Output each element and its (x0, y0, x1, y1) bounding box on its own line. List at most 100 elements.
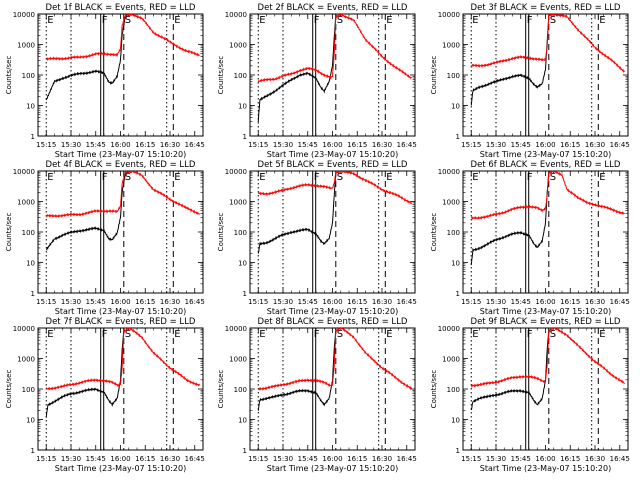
y-tick-label: 10000 (438, 11, 460, 19)
y-tick-label: 100 (22, 386, 35, 394)
y-tick-label: 10 (26, 260, 35, 268)
y-tick-label: 1000 (229, 42, 247, 50)
x-tick-label: 16:45 (185, 298, 205, 306)
x-tick-label: 16:00 (535, 455, 555, 463)
plot-frame (37, 13, 204, 137)
marker-label: S (125, 172, 131, 183)
x-axis-label: Start Time (23-May-07 15:10:20) (267, 464, 398, 473)
x-tick-label: 15:15 (461, 455, 481, 463)
series-line-lld (471, 14, 626, 73)
y-tick-label: 1000 (442, 356, 460, 364)
x-tick-label: 16:30 (585, 141, 605, 149)
x-tick-label: 16:30 (585, 298, 605, 306)
marker-label: E (47, 172, 53, 183)
marker-label: F (314, 172, 320, 183)
y-axis-label: Counts/sec (5, 56, 13, 95)
x-tick-label: 16:30 (160, 455, 180, 463)
series-line-lld (45, 171, 201, 219)
y-tick-label: 1 (31, 290, 35, 298)
series-line-lld (258, 328, 413, 392)
x-tick-label: 16:45 (185, 455, 205, 463)
y-tick-label: 10 (26, 417, 35, 425)
y-tick-label: 1 (243, 290, 247, 298)
plot-title: Det 1f BLACK = Events, RED = LLD (46, 3, 196, 13)
series-group (470, 14, 626, 106)
y-tick-label: 1 (456, 133, 460, 141)
y-tick-label: 10000 (225, 11, 247, 19)
x-tick-label: 16:15 (560, 298, 580, 306)
y-tick-label: 100 (447, 386, 460, 394)
series-group (470, 171, 625, 266)
y-tick-label: 10 (451, 260, 460, 268)
marker-label: F (527, 172, 533, 183)
y-tick-label: 1 (456, 447, 460, 455)
x-tick-label: 16:45 (610, 455, 630, 463)
plot-title: Det 7f BLACK = Events, RED = LLD (46, 317, 196, 327)
marker-label: E (599, 15, 605, 26)
series-line-lld (45, 14, 200, 62)
marker-label: F (527, 329, 533, 340)
y-tick-label: 10 (451, 417, 460, 425)
series-line-events (470, 172, 550, 266)
series-line-lld (45, 328, 201, 391)
x-tick-label: 15:30 (61, 298, 81, 306)
series-group (257, 171, 413, 254)
x-axis-label: Start Time (23-May-07 15:10:20) (55, 464, 186, 473)
marker-label: E (472, 172, 478, 183)
x-axis-label: Start Time (23-May-07 15:10:20) (480, 150, 611, 159)
series-line-events (470, 15, 550, 106)
x-tick-label: 15:45 (298, 455, 318, 463)
plot-title: Det 2f BLACK = Events, RED = LLD (258, 3, 408, 13)
marker-label: E (174, 15, 180, 26)
marker-label: S (550, 329, 556, 340)
y-tick-label: 100 (22, 72, 35, 80)
x-tick-label: 15:30 (61, 141, 81, 149)
y-tick-label: 1 (31, 447, 35, 455)
x-tick-label: 15:15 (36, 455, 56, 463)
x-axis-label: Start Time (23-May-07 15:10:20) (480, 464, 611, 473)
x-tick-label: 16:30 (160, 298, 180, 306)
marker-label: E (259, 329, 265, 340)
y-axis-label: Counts/sec (430, 56, 438, 95)
plot-frame (37, 327, 204, 451)
x-axis-label: Start Time (23-May-07 15:10:20) (55, 150, 186, 159)
series-line-events (257, 172, 337, 254)
x-tick-label: 15:30 (273, 141, 293, 149)
y-tick-label: 10 (238, 103, 247, 111)
marker-label: F (527, 15, 533, 26)
plot-title: Det 9f BLACK = Events, RED = LLD (471, 317, 621, 327)
y-tick-label: 1000 (17, 42, 35, 50)
x-tick-label: 16:45 (397, 298, 417, 306)
y-tick-label: 1000 (229, 356, 247, 364)
y-axis-label: Counts/sec (5, 370, 13, 409)
series-line-lld (470, 328, 625, 388)
plot-frame (462, 13, 629, 137)
x-tick-label: 15:45 (86, 141, 106, 149)
y-tick-label: 1000 (442, 42, 460, 50)
y-tick-label: 10000 (438, 325, 460, 333)
series-group (257, 328, 413, 411)
plot-title: Det 8f BLACK = Events, RED = LLD (258, 317, 408, 327)
y-tick-label: 100 (447, 72, 460, 80)
x-tick-label: 16:00 (535, 141, 555, 149)
y-tick-label: 1000 (17, 199, 35, 207)
x-tick-label: 16:15 (347, 298, 367, 306)
marker-label: E (599, 172, 605, 183)
y-tick-label: 100 (234, 386, 247, 394)
y-tick-label: 1 (243, 447, 247, 455)
x-tick-label: 16:15 (347, 141, 367, 149)
x-tick-label: 16:45 (397, 455, 417, 463)
plot-title: Det 4f BLACK = Events, RED = LLD (46, 160, 196, 170)
marker-label: E (386, 329, 392, 340)
plot-frame (37, 170, 204, 294)
y-axis-label: Counts/sec (430, 370, 438, 409)
marker-label: E (259, 172, 265, 183)
series-group (257, 14, 413, 123)
x-tick-label: 15:30 (273, 298, 293, 306)
plot-panel-8: Det 8f BLACK = Events, RED = LLD 1 10 100 10… (217, 317, 417, 473)
x-tick-label: 16:45 (185, 141, 205, 149)
x-tick-label: 16:00 (322, 141, 342, 149)
y-tick-label: 100 (234, 72, 247, 80)
plot-panel-1: Det 1f BLACK = Events, RED = LLD 1 10 100 10… (5, 3, 205, 159)
